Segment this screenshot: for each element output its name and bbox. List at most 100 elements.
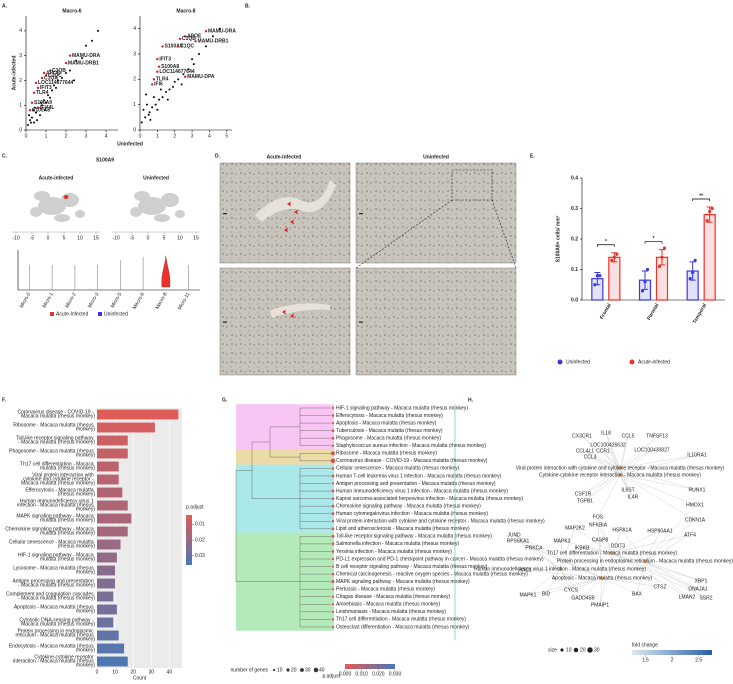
term-dot [331, 534, 335, 538]
term-dot [331, 588, 335, 591]
network-edge [619, 454, 698, 469]
legend-title: fold change [632, 642, 658, 648]
y-tick-label: 0 [19, 127, 22, 133]
colorbar-label: 1.5 [642, 657, 649, 663]
point [47, 94, 49, 97]
gene-label: FOS [593, 514, 604, 520]
y-tick-label: Chemokine signaling pathway - Macaca mul… [5, 527, 95, 537]
x-tick-label: Micro-11 [177, 291, 192, 311]
point [151, 106, 154, 109]
pathway-node [618, 473, 622, 477]
network-edge [644, 560, 699, 590]
network-edge [584, 467, 621, 502]
point [145, 103, 148, 106]
colorbar-title: p.adjust [186, 504, 204, 510]
network-edge [611, 530, 661, 554]
network-edge [581, 435, 621, 469]
legend-swatch [50, 312, 54, 316]
umap-title: Uninfected [143, 175, 169, 181]
highlight-point [150, 83, 154, 86]
x-tick-label: 2 [173, 133, 176, 139]
network-edge [517, 540, 561, 570]
highlight-point [34, 81, 38, 85]
y-tick-label: Complement and coagulation cascades - Ma… [6, 592, 95, 602]
legend-label: 10 [566, 647, 572, 653]
gene-label: CSF1R [575, 491, 592, 497]
y-tick-label: 3 [133, 51, 136, 57]
network-edge [619, 474, 696, 521]
point [140, 121, 143, 124]
network-edge [621, 529, 646, 562]
point [177, 78, 180, 81]
gene-label: IL6ST [621, 487, 634, 493]
network-edge [559, 540, 563, 570]
gene-label: S100A8 [161, 64, 179, 70]
term-dot [331, 603, 335, 606]
y-tick-label: 1 [133, 102, 136, 108]
network-edge [597, 524, 613, 554]
gene-label: HSP90AA1 [647, 528, 673, 534]
gene-label: IFIT3 [159, 56, 171, 62]
network-edge [644, 560, 661, 588]
bar [97, 422, 155, 433]
significance: ** [699, 193, 703, 199]
bar-point [710, 206, 714, 211]
x-tick-label: 0 [139, 133, 142, 139]
network-edge [619, 474, 696, 506]
x-axis-label: Uninfected [117, 141, 143, 147]
zoom-lines [355, 199, 517, 269]
gene-label: SSR2 [699, 595, 712, 601]
gene-label: LOC100426632 [590, 442, 626, 448]
term-label: Leishmaniasis - Macaca mulatta (rhesus m… [336, 609, 446, 615]
network-edge [513, 534, 561, 570]
chart-title: Macro-8 [176, 8, 195, 14]
x-tick-label: 2 [65, 133, 68, 139]
term-dot [331, 429, 335, 433]
gene-label: LMAN2 [679, 594, 696, 600]
gene-label: MAMU-DRA [208, 29, 236, 35]
network-edge [611, 534, 691, 554]
term-label: Pertussis - Macaca mulatta (rhesus monke… [336, 587, 435, 593]
network-edge [599, 539, 603, 579]
arrow [284, 227, 288, 233]
term-label: PD-L1 expression and PD-1 checkpoint pat… [336, 556, 544, 562]
term-label: Efferocytosis - Macaca mulatta (rhesus m… [336, 413, 443, 419]
term-dot [331, 512, 335, 516]
point [198, 53, 201, 55]
micrograph [355, 267, 517, 376]
point [43, 99, 45, 102]
point [158, 98, 161, 101]
point [91, 39, 93, 42]
micrograph [355, 162, 517, 264]
umap-tick-label: 0 [147, 235, 150, 241]
gene-label: GADD45B [571, 595, 595, 601]
bar-point [612, 255, 616, 259]
umap-cluster [130, 207, 142, 217]
highlight-point [36, 86, 40, 90]
legend-label: 20 [291, 667, 297, 673]
umap-cluster [75, 210, 85, 218]
network-edge [561, 540, 613, 554]
error-bar [706, 206, 713, 223]
legend-dot [587, 647, 593, 653]
point [180, 83, 183, 86]
umap-cluster [175, 210, 185, 218]
gene-label: RAC1 [518, 567, 532, 573]
network-edge [559, 568, 584, 599]
term-dot [331, 444, 335, 447]
bar [97, 565, 116, 576]
y-tick-label: Protein processing in endoplasmic reticu… [16, 629, 96, 643]
x-tick-label: Frontal [599, 302, 613, 320]
panel-title: S100A9 [96, 157, 114, 163]
significance-bracket [596, 244, 615, 247]
x-axis-label: Count [133, 675, 147, 681]
gene-label: CCL4L1 [576, 448, 595, 454]
point [142, 108, 145, 111]
gene-label: S100A9 [34, 100, 52, 106]
bar [97, 617, 114, 628]
term-label: Apoptosis - Macaca mulatta (rhesus monke… [336, 420, 437, 426]
gene-label: DNAJA1 [688, 586, 707, 592]
highlight-point [194, 40, 197, 43]
point [192, 63, 195, 66]
